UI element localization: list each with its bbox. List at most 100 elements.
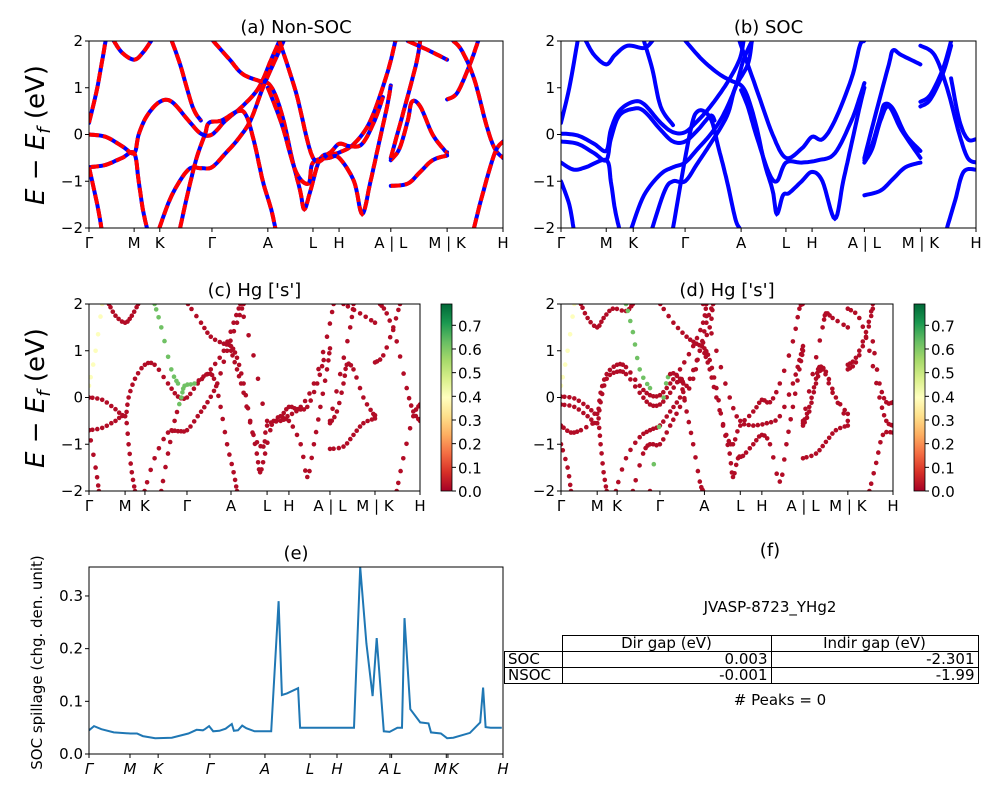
band-point [131, 484, 137, 489]
band-point [754, 405, 759, 410]
band-point [661, 306, 666, 312]
y-tick-label: 0.3 [59, 587, 83, 605]
band-point [232, 359, 237, 365]
band-point [148, 360, 154, 366]
band-point [344, 441, 350, 446]
band-point [324, 367, 330, 372]
band-point [570, 314, 575, 319]
band-point [876, 450, 881, 455]
band-point [324, 334, 330, 340]
x-tick-label: K [155, 234, 166, 252]
band-point [113, 313, 118, 319]
band-point [218, 404, 223, 410]
band-point [361, 395, 366, 400]
band-point [90, 362, 96, 367]
x-tick-label: A [699, 497, 710, 515]
band-point [574, 429, 580, 435]
band-point [675, 325, 681, 331]
band-point [641, 395, 646, 401]
row-label-nsoc: NSOC [504, 667, 563, 684]
x-tick-label: Γ [85, 497, 94, 515]
band-point [396, 307, 401, 313]
band-point [234, 312, 239, 318]
colorbar [913, 303, 926, 492]
band-point [594, 420, 600, 426]
band-point [167, 439, 173, 445]
band-point [264, 418, 270, 424]
band-point [130, 477, 136, 483]
band-point [128, 461, 133, 466]
band-point [247, 420, 253, 425]
band-point [764, 436, 770, 441]
band-point [695, 468, 701, 474]
band-point [866, 324, 872, 329]
band-point [688, 430, 694, 436]
band-band2 [583, 41, 655, 67]
band-point [597, 433, 603, 439]
band-point [572, 396, 577, 401]
band-point [841, 411, 846, 416]
band-point [238, 304, 243, 307]
band-band9 [683, 41, 867, 222]
band-point [319, 363, 325, 369]
band-point [743, 450, 749, 455]
band-point [191, 419, 197, 424]
band-point [795, 364, 800, 370]
band-point [236, 373, 242, 379]
band-point [331, 446, 336, 452]
band-band18-red [472, 140, 503, 228]
band-point [823, 372, 828, 377]
band-point [396, 480, 401, 486]
band-point [348, 363, 354, 368]
band-point [807, 404, 812, 410]
band-point [131, 309, 137, 315]
band-point [682, 398, 687, 403]
band-point [188, 382, 193, 387]
band-point [630, 329, 636, 335]
band-point [298, 407, 303, 412]
x-tick-label: K [628, 234, 639, 252]
band-point [681, 381, 686, 386]
band-point [109, 403, 114, 409]
axes-frame [88, 566, 504, 755]
band-point [640, 451, 646, 456]
band-point [170, 428, 175, 434]
band-band8-red [169, 41, 203, 122]
x-tick-label: H [806, 234, 817, 252]
band-point [198, 409, 204, 415]
band-point [407, 426, 413, 431]
band-point [686, 351, 692, 357]
band-point [809, 453, 814, 459]
band-point [823, 439, 829, 445]
band-point [363, 314, 369, 320]
band-point [129, 313, 135, 319]
band-band17b [949, 76, 976, 143]
band-point [598, 442, 603, 447]
band-point [797, 357, 802, 363]
x-tick-label: H [887, 497, 898, 515]
band-point [630, 304, 636, 307]
band-point [671, 404, 676, 410]
band-point [96, 488, 102, 491]
y-tick-label: −1 [61, 172, 83, 190]
band-point [700, 320, 706, 326]
band-point [231, 320, 236, 326]
band-point [165, 381, 171, 386]
band-point [857, 315, 862, 321]
band-point [212, 337, 218, 343]
band-point [879, 389, 885, 395]
band-point [786, 392, 792, 397]
band-point [196, 378, 202, 383]
band-point [238, 381, 244, 386]
band-point [567, 403, 572, 408]
band-point [588, 319, 593, 325]
band-point [241, 314, 246, 320]
y-tick-label: −1 [61, 435, 83, 453]
band-point [89, 438, 94, 443]
panel-d-title: (d) Hg ['s'] [679, 280, 774, 301]
band-point [184, 427, 190, 433]
band-point [165, 430, 171, 435]
band-point [637, 390, 642, 396]
band-point [710, 307, 715, 313]
